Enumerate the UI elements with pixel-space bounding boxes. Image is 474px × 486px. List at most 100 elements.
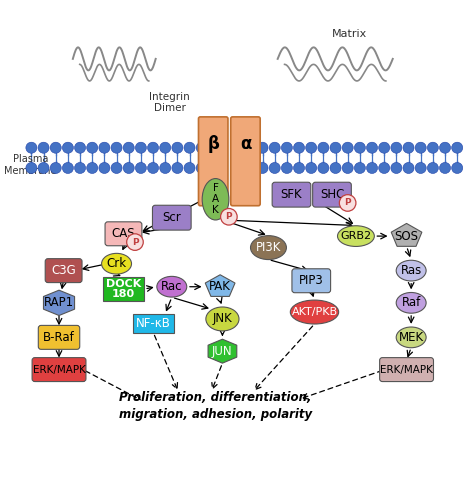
Text: NF-κB: NF-κB (136, 317, 171, 330)
Ellipse shape (396, 260, 426, 281)
Ellipse shape (157, 277, 187, 297)
Circle shape (269, 142, 280, 153)
Circle shape (172, 162, 183, 174)
Circle shape (330, 162, 341, 174)
FancyBboxPatch shape (199, 117, 228, 206)
Ellipse shape (337, 226, 374, 246)
FancyBboxPatch shape (38, 326, 80, 349)
Circle shape (355, 142, 365, 153)
FancyBboxPatch shape (45, 259, 82, 282)
Circle shape (220, 208, 237, 225)
Text: Ras: Ras (401, 264, 422, 277)
Circle shape (415, 142, 426, 153)
Text: P: P (226, 212, 232, 221)
Text: P: P (344, 198, 351, 208)
Text: CAS: CAS (112, 227, 135, 240)
Circle shape (127, 234, 143, 250)
Text: PIP3: PIP3 (299, 274, 324, 287)
Circle shape (379, 162, 390, 174)
Text: PI3K: PI3K (256, 241, 281, 254)
Text: AKT/PKB: AKT/PKB (292, 307, 337, 317)
Circle shape (99, 162, 110, 174)
Circle shape (184, 142, 195, 153)
Circle shape (330, 142, 341, 153)
Ellipse shape (251, 236, 286, 260)
FancyBboxPatch shape (103, 277, 144, 301)
Circle shape (339, 195, 356, 211)
Circle shape (63, 142, 73, 153)
Circle shape (38, 162, 49, 174)
Circle shape (50, 162, 61, 174)
Text: C3G: C3G (51, 264, 76, 277)
Circle shape (147, 162, 159, 174)
Circle shape (379, 142, 390, 153)
Text: SHC: SHC (320, 188, 344, 201)
Circle shape (172, 142, 183, 153)
Circle shape (123, 142, 134, 153)
Circle shape (428, 142, 438, 153)
Circle shape (403, 142, 414, 153)
Text: SOS: SOS (394, 229, 419, 243)
Text: ERK/MAPK: ERK/MAPK (33, 364, 85, 375)
Text: F
A
K: F A K (212, 184, 219, 215)
FancyBboxPatch shape (272, 182, 311, 207)
FancyBboxPatch shape (105, 222, 142, 246)
Circle shape (269, 162, 280, 174)
Circle shape (257, 142, 268, 153)
Circle shape (452, 162, 463, 174)
Text: Crk: Crk (107, 257, 127, 270)
Circle shape (74, 142, 86, 153)
Polygon shape (391, 224, 422, 246)
Circle shape (439, 142, 451, 153)
Text: JNK: JNK (212, 312, 232, 326)
Text: RAP1: RAP1 (44, 296, 74, 310)
Circle shape (318, 142, 329, 153)
Ellipse shape (202, 178, 229, 220)
Circle shape (99, 142, 110, 153)
Circle shape (38, 142, 49, 153)
Circle shape (282, 162, 292, 174)
Circle shape (257, 162, 268, 174)
Text: P: P (132, 238, 138, 246)
Text: Integrin
Dimer: Integrin Dimer (149, 92, 190, 113)
Circle shape (111, 162, 122, 174)
Text: Matrix: Matrix (331, 29, 367, 38)
Circle shape (452, 142, 463, 153)
FancyBboxPatch shape (292, 269, 330, 293)
Text: Rac: Rac (161, 280, 182, 293)
Text: ERK/MAPK: ERK/MAPK (380, 364, 433, 375)
Text: SFK: SFK (281, 188, 302, 201)
Text: DOCK
180: DOCK 180 (106, 278, 141, 299)
FancyBboxPatch shape (313, 182, 351, 207)
Circle shape (391, 142, 402, 153)
Text: MEK: MEK (399, 331, 424, 344)
Circle shape (160, 142, 171, 153)
Circle shape (184, 162, 195, 174)
Ellipse shape (291, 300, 338, 324)
Circle shape (293, 162, 305, 174)
Text: PAK: PAK (209, 280, 231, 293)
Circle shape (50, 142, 61, 153)
Text: Raf: Raf (401, 296, 421, 310)
Text: Proliferation, differentiation,
migration, adhesion, polarity: Proliferation, differentiation, migratio… (119, 391, 312, 421)
FancyBboxPatch shape (133, 314, 173, 333)
Circle shape (87, 142, 98, 153)
FancyBboxPatch shape (153, 205, 191, 230)
Text: GRB2: GRB2 (340, 231, 372, 241)
Text: B-Raf: B-Raf (43, 331, 75, 344)
Polygon shape (208, 339, 237, 363)
Circle shape (439, 162, 451, 174)
Circle shape (136, 142, 146, 153)
Circle shape (196, 142, 207, 153)
FancyBboxPatch shape (32, 358, 86, 382)
Text: JUN: JUN (212, 345, 233, 358)
Circle shape (26, 142, 37, 153)
Circle shape (403, 162, 414, 174)
Text: β: β (207, 135, 219, 153)
Circle shape (160, 162, 171, 174)
Circle shape (342, 162, 353, 174)
Text: α: α (240, 135, 251, 153)
Circle shape (342, 142, 353, 153)
Circle shape (196, 162, 207, 174)
Ellipse shape (101, 253, 131, 274)
